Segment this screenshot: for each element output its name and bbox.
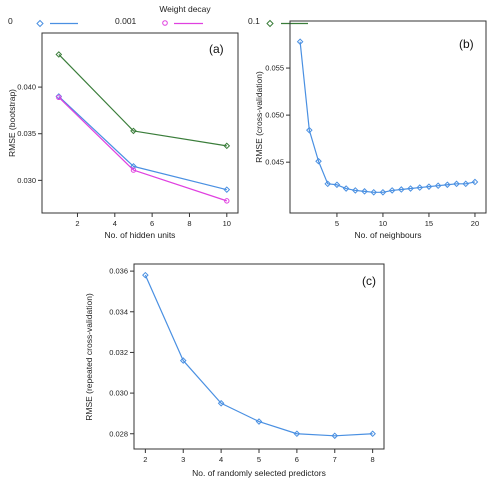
panel-b-series-0-point <box>342 185 350 192</box>
panel-b-series-0-point <box>444 181 451 189</box>
panel-c-series-0-point <box>369 430 376 438</box>
panel-b-series-0-point <box>462 180 470 188</box>
panel-c-ytick-label: 0.030 <box>109 389 128 398</box>
panel-a-frame <box>41 32 239 214</box>
panel-c-ytick-label: 0.034 <box>109 307 128 316</box>
panel-b-ylabel: RMSE (cross-validation) <box>254 71 264 163</box>
legend-title: Weight decay <box>159 4 211 14</box>
panel-a-series-1-line <box>58 96 227 202</box>
panel-b-series-0-point <box>333 181 341 189</box>
panel-b-xlabel: No. of neighbours <box>354 230 421 240</box>
panel-b-series-0-point <box>315 157 322 165</box>
panel-b-series-0-point <box>425 183 433 190</box>
legend-label-0: 0 <box>8 16 13 26</box>
legend-label-1: 0.001 <box>115 16 137 26</box>
panel-c-ylabel: RMSE (repeated cross-validation) <box>84 293 94 421</box>
panel-b-series-0-point <box>306 126 313 134</box>
panel-b-xtick-label: 5 <box>335 219 339 228</box>
panel-c: 2 3 4 5 6 7 8 0.028 0.030 0.032 0.034 0.036 (c) No.… <box>84 263 385 478</box>
panel-c-ytick-label: 0.028 <box>109 429 128 438</box>
panel-b-marks: 5 10 15 20 0.045 0.050 0.055 <box>265 38 479 228</box>
panel-a-series-0-point <box>223 186 231 193</box>
panel-b-ytick-label: 0.055 <box>265 64 284 73</box>
panel-c-xtick-label: 4 <box>219 455 223 464</box>
legend-marker-1 <box>162 20 168 26</box>
panel-a-xtick-label: 2 <box>75 219 79 228</box>
panel-b-series-0-point <box>361 188 368 195</box>
panel-c-xtick-label: 7 <box>333 455 337 464</box>
panel-b-series-0-point <box>416 184 424 191</box>
legend: Weight decay 0 0.001 0.1 <box>8 4 308 28</box>
panel-c-series-0-point <box>217 399 225 407</box>
panel-b-series-0-point <box>388 187 396 194</box>
panel-b-series-0-point <box>398 186 405 193</box>
panel-a-series-1-point <box>224 198 230 204</box>
panel-c-tag: (c) <box>362 274 376 288</box>
panel-c-marks: 2 3 4 5 6 7 8 0.028 0.030 0.032 0.034 0.036 <box>109 267 376 464</box>
panel-c-xtick-label: 8 <box>371 455 375 464</box>
panel-b-series-0-point <box>352 187 359 194</box>
panel-b-tag: (b) <box>459 37 474 51</box>
panel-a-series-1-point <box>130 167 137 173</box>
panel-a-series-2-point <box>130 127 137 135</box>
panel-a-series-1-point <box>56 94 62 101</box>
panel-c-ytick-label: 0.032 <box>109 348 128 357</box>
panel-c-xtick-label: 2 <box>143 455 147 464</box>
panel-a-ytick-label: 0.030 <box>17 176 36 185</box>
panel-b-xtick-label: 15 <box>425 219 433 228</box>
panel-b-series-0-point <box>324 180 332 188</box>
legend-marker-2 <box>266 19 274 28</box>
legend-label-2: 0.1 <box>248 16 260 26</box>
panel-a-xtick-label: 4 <box>113 219 117 228</box>
panel-a-series-2-point <box>223 142 231 150</box>
panel-b-xtick-label: 10 <box>379 219 387 228</box>
legend-marker-0 <box>36 19 44 28</box>
panel-c-xtick-label: 3 <box>181 455 185 464</box>
panel-c-series-0-point <box>331 432 339 440</box>
panel-a-series-0-point <box>130 163 137 170</box>
panel-a-series-2-line <box>58 54 227 147</box>
panel-a-marks: 2 4 6 8 10 0.030 0.035 0.040 <box>17 51 231 228</box>
panel-c-series-0-point <box>293 430 301 438</box>
panel-b-series-0-point <box>379 188 387 196</box>
panel-c-ytick-label: 0.036 <box>109 267 128 276</box>
panel-a-ylabel: RMSE (bootstrap) <box>7 89 17 157</box>
panel-b-series-0-point <box>407 185 414 192</box>
panel-a-xlabel: No. of hidden units <box>105 230 176 240</box>
panel-b-xtick-label: 20 <box>471 219 479 228</box>
panel-b-series-0-point <box>296 38 304 46</box>
panel-a-ytick-label: 0.035 <box>17 129 36 138</box>
panel-a-series-2-point <box>55 51 63 58</box>
panel-a-ytick-label: 0.040 <box>17 83 36 92</box>
panel-c-series-0-point <box>179 357 187 364</box>
panel-c-series-0-point <box>255 418 263 425</box>
panel-c-xtick-label: 5 <box>257 455 261 464</box>
panel-b-series-0-line <box>299 41 476 193</box>
panel-c-xtick-label: 6 <box>295 455 299 464</box>
panel-a-tag: (a) <box>209 42 224 56</box>
panel-b-series-0-point <box>434 182 442 190</box>
panel-b-ytick-label: 0.050 <box>265 111 284 120</box>
panel-c-xlabel: No. of randomly selected predictors <box>192 468 326 478</box>
panel-b-ytick-label: 0.045 <box>265 158 284 167</box>
panel-a-series-0-line <box>58 95 227 191</box>
panel-a-xtick-label: 10 <box>223 219 231 228</box>
panel-b-series-0-point <box>453 180 460 188</box>
panel-b-series-0-point <box>471 178 479 186</box>
panel-b: 5 10 15 20 0.045 0.050 0.055 (b) No. of neighb… <box>254 20 487 240</box>
panel-c-series-0-point <box>142 271 149 279</box>
panel-a-xtick-label: 8 <box>187 219 191 228</box>
panel-c-series-0-line <box>144 274 373 437</box>
panel-b-series-0-point <box>370 188 378 196</box>
panel-a: 2 4 6 8 10 0.030 0.035 0.040 (a) No. of hidden … <box>7 32 239 240</box>
panel-b-frame <box>289 20 487 214</box>
panel-a-xtick-label: 6 <box>150 219 154 228</box>
